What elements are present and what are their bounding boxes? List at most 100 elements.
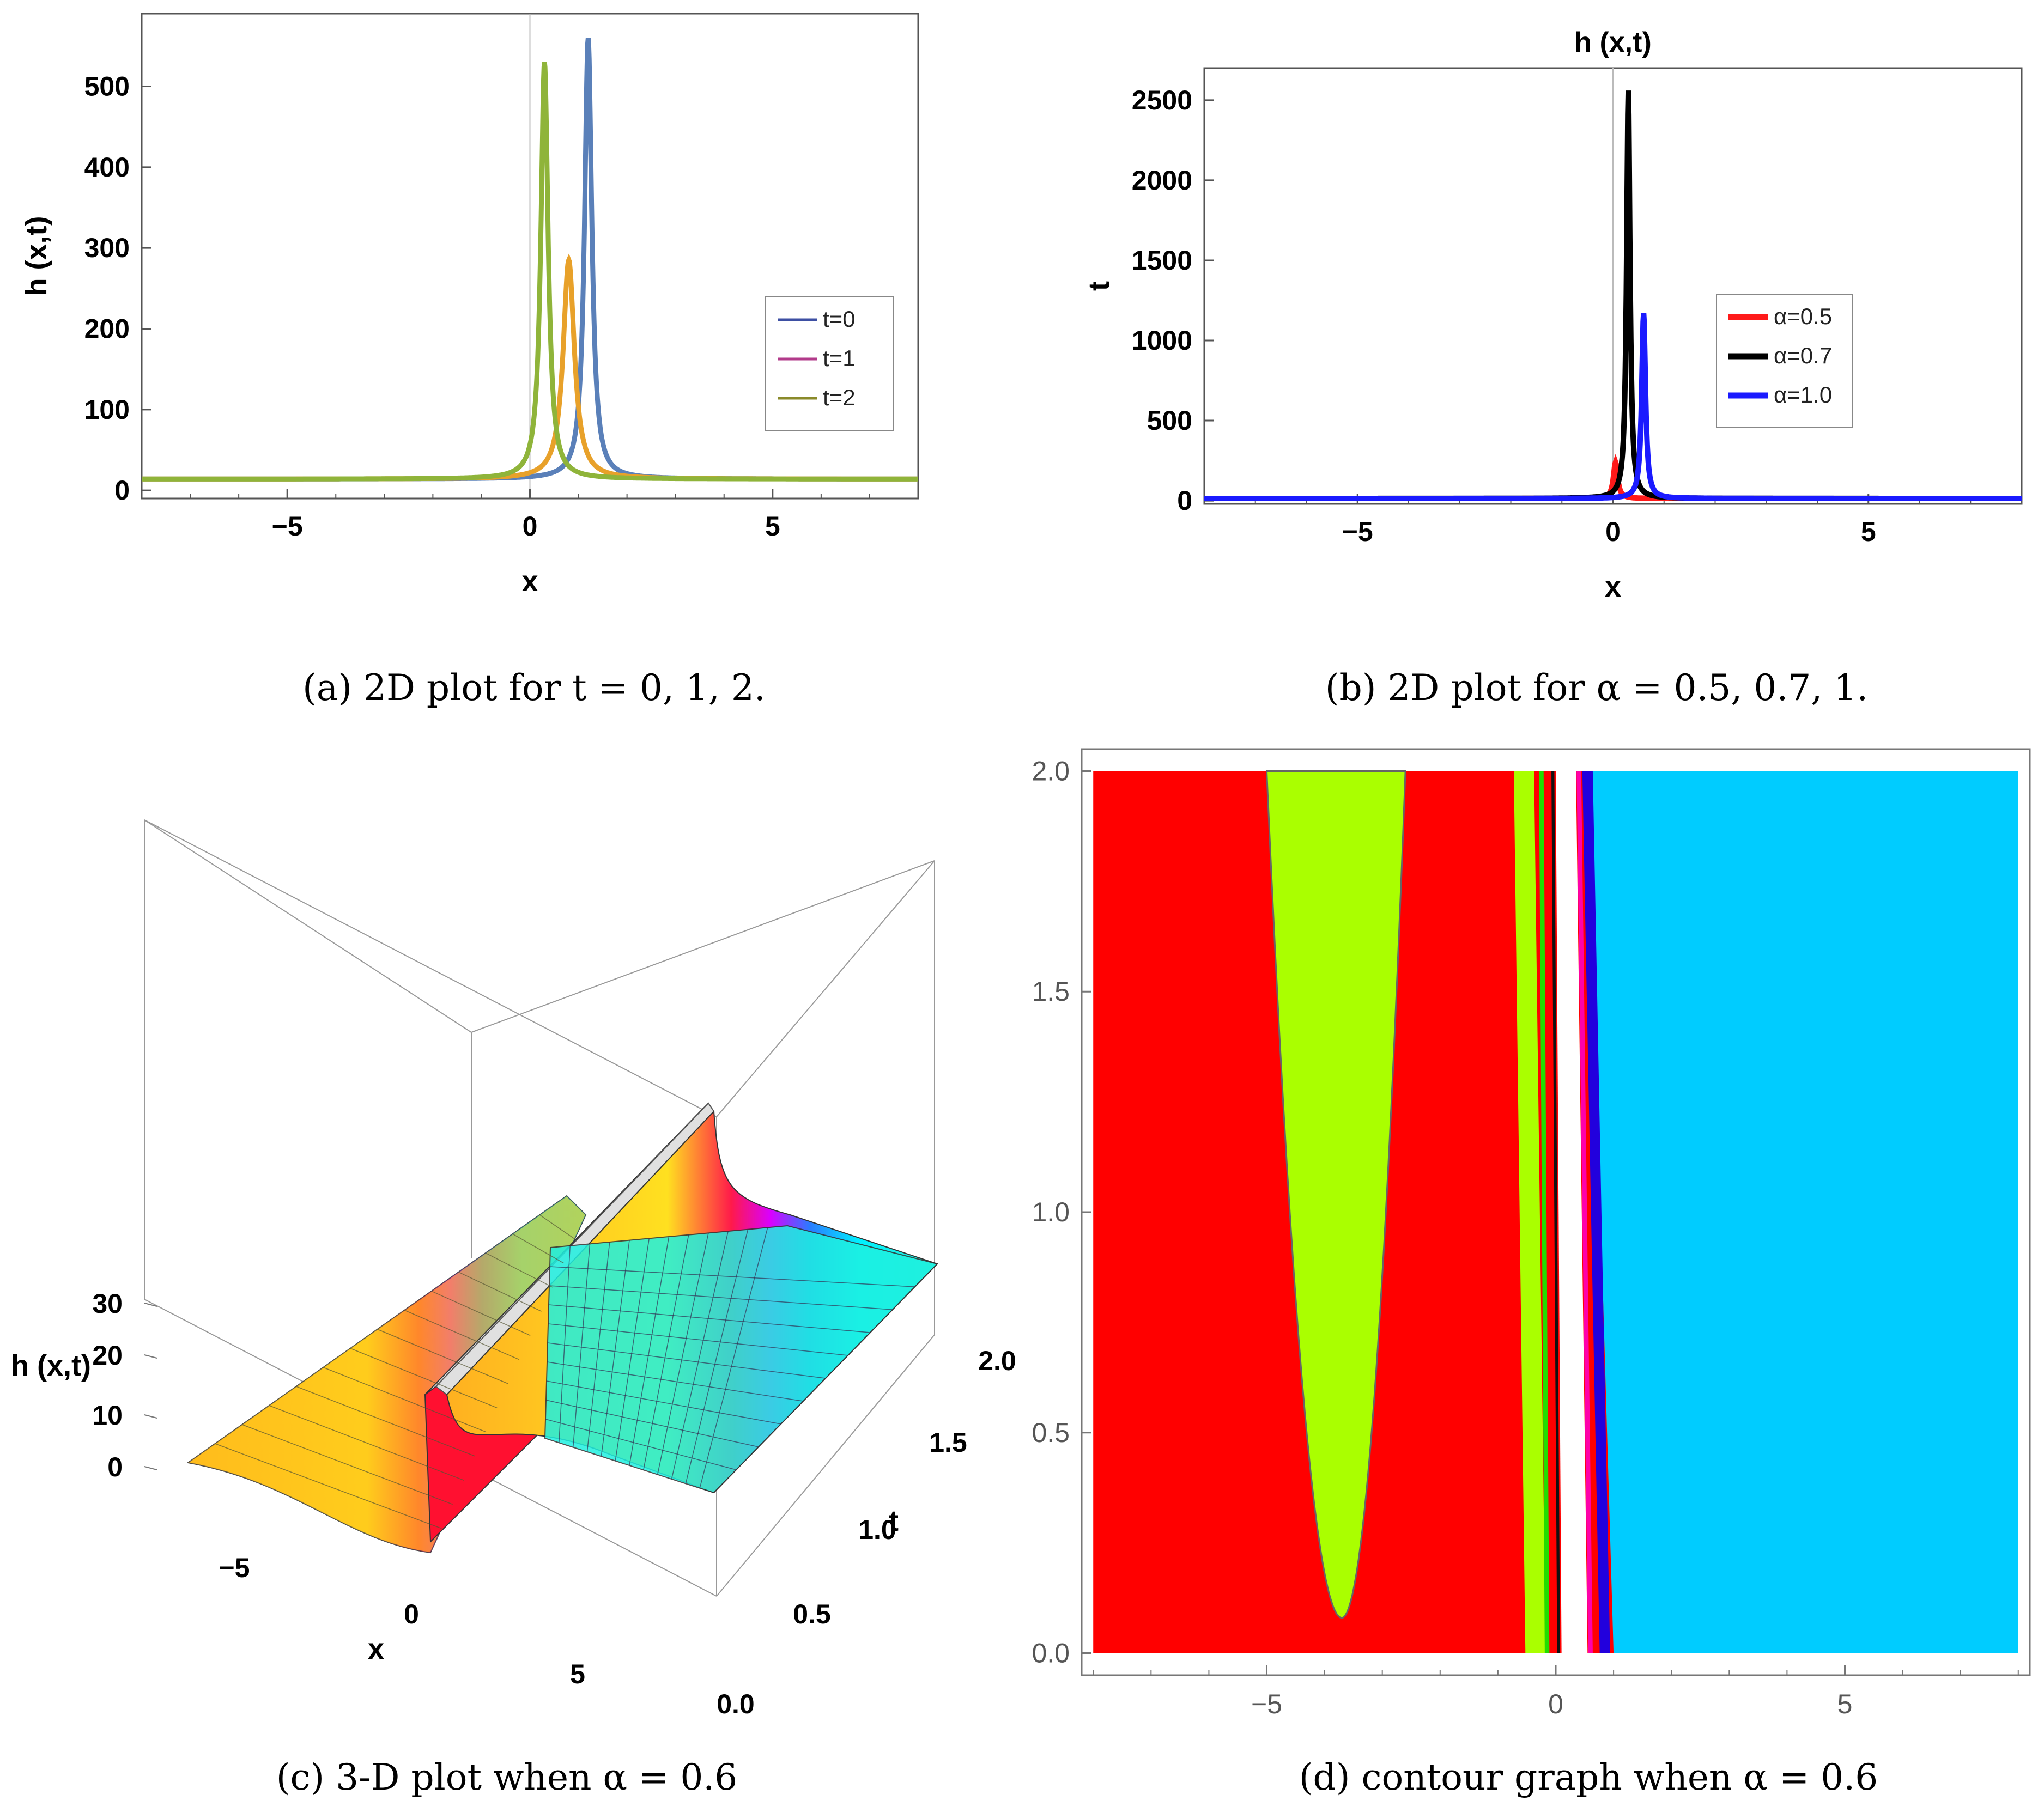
mesh-line <box>458 1272 542 1312</box>
z-tick-label: 30 <box>92 1288 123 1319</box>
x-tick-label: −5 <box>272 511 303 542</box>
box-edge <box>716 1334 935 1597</box>
y-tick-label: 500 <box>1147 405 1192 436</box>
panel-d-contour-plot: −5 0 5 0.0 0.5 1.0 1.5 2.0 <box>1032 748 2031 1719</box>
x-tick-label: 5 <box>1837 1689 1853 1719</box>
mesh-line <box>215 1443 442 1529</box>
z-tick-mark <box>144 1466 157 1470</box>
legend-label: α=0.5 <box>1774 303 1832 329</box>
x-tick-label: 5 <box>570 1659 585 1689</box>
mesh-line <box>431 1291 531 1336</box>
z-tick-label: 0 <box>107 1452 123 1482</box>
mesh-line <box>671 1231 729 1480</box>
y-tick-label: 0.0 <box>1032 1638 1070 1669</box>
x-tick-label: 0 <box>1605 516 1621 547</box>
box-edge <box>144 819 717 1117</box>
y-tick-label: 1500 <box>1132 245 1192 276</box>
mesh-line <box>512 1233 564 1264</box>
t-tick-label: 2.0 <box>978 1346 1016 1376</box>
contour-band-4 <box>1576 771 1593 1653</box>
mesh-line <box>572 1244 591 1447</box>
y-tick-label: 1000 <box>1132 325 1192 356</box>
x-axis-label: x <box>1605 570 1621 603</box>
x-tick-label: 5 <box>1861 516 1876 547</box>
mesh-line <box>404 1310 520 1360</box>
caption-c: (c) 3-D plot when α = 0.6 <box>276 1756 738 1798</box>
x-axis-label: x <box>368 1633 384 1665</box>
mesh-line <box>323 1367 487 1433</box>
mesh-line <box>657 1233 709 1475</box>
y-tick-label: 100 <box>84 394 130 425</box>
mesh-line <box>485 1252 553 1288</box>
y-tick-label: 0.5 <box>1032 1418 1070 1448</box>
contour-band-5 <box>1582 771 1610 1653</box>
legend-label: t=0 <box>823 306 856 332</box>
region-right <box>1587 771 2018 1653</box>
x-tick-label: 5 <box>765 511 780 542</box>
y-tick-label: 500 <box>84 71 130 102</box>
box-edge <box>716 860 935 1117</box>
mesh-line <box>548 1304 871 1333</box>
y-tick-label: 2500 <box>1132 85 1192 115</box>
x-tick-label: 0 <box>523 511 538 542</box>
x-tick-label: −5 <box>1342 516 1373 547</box>
chart-title: h (x,t) <box>1574 27 1652 58</box>
y-tick-label: 1.5 <box>1032 976 1070 1007</box>
contour-band-1 <box>1514 771 1546 1653</box>
region-parabola <box>1265 770 1406 1619</box>
y-tick-label: 400 <box>84 152 130 182</box>
contour-band-2 <box>1539 771 1550 1653</box>
t-tick-label: 1.5 <box>929 1427 967 1458</box>
series-line-3 <box>142 62 918 482</box>
mesh-line <box>242 1424 453 1505</box>
series-line-3 <box>1204 313 2022 501</box>
box-edge <box>144 819 472 1033</box>
mesh-line <box>296 1386 475 1457</box>
z-tick-mark <box>144 1354 157 1359</box>
surface-right-flat <box>544 1225 938 1494</box>
caption-b: (b) 2D plot for α = 0.5, 0.7, 1. <box>1325 667 1869 709</box>
y-tick-label: 2000 <box>1132 165 1192 196</box>
legend-label: α=0.7 <box>1774 343 1832 368</box>
y-tick-label: 0 <box>114 475 130 506</box>
t-tick-label: 1.0 <box>858 1514 896 1545</box>
box-edge <box>471 860 935 1033</box>
mesh-line <box>685 1229 749 1484</box>
y-tick-label: 2.0 <box>1032 756 1070 786</box>
caption-d: (d) contour graph when α = 0.6 <box>1299 1756 1878 1798</box>
contour-band-3 <box>1551 771 1560 1653</box>
series-group <box>142 38 918 482</box>
mesh-line <box>539 1214 575 1239</box>
y-axis-label: h (x,t) <box>20 216 53 296</box>
mesh-line <box>545 1419 737 1470</box>
legend-label: t=1 <box>823 345 856 371</box>
mesh-line <box>350 1348 498 1408</box>
y-axis-label: t <box>1083 281 1115 291</box>
panel-c-surface-plot: 0 10 20 30h (x,t) −5 0 5 x 0.0 0.5 1.0 1.5 2.0 t <box>11 819 1016 1719</box>
x-axis-label: x <box>521 565 538 598</box>
y-tick-label: 200 <box>84 314 130 344</box>
t-axis-label: t <box>889 1505 899 1537</box>
mesh-line <box>547 1361 804 1402</box>
panel-b-chart: −5 0 5 0 500 1000 1500 2000 2500 x t h (x,t) α=0.5 α=… <box>1083 27 2023 603</box>
mesh-line <box>547 1342 826 1379</box>
mesh-line <box>559 1245 571 1443</box>
region-gap <box>1556 771 1588 1653</box>
z-tick-mark <box>144 1414 157 1419</box>
caption-a: (a) 2D plot for t = 0, 1, 2. <box>302 667 766 709</box>
x-tick-label: −5 <box>219 1553 250 1583</box>
legend-label: α=1.0 <box>1774 382 1832 407</box>
mesh-line <box>546 1380 781 1425</box>
mesh-line <box>548 1323 848 1356</box>
x-tick-label: 0 <box>404 1599 419 1629</box>
z-tick-mark <box>144 1303 157 1307</box>
mesh-line <box>601 1240 630 1457</box>
mesh-line <box>269 1405 464 1481</box>
z-axis-label: h (x,t) <box>11 1349 91 1382</box>
legend-label: t=2 <box>823 385 856 410</box>
mesh-line <box>545 1400 759 1447</box>
y-tick-label: 300 <box>84 233 130 263</box>
y-tick-label: 1.0 <box>1032 1197 1070 1227</box>
